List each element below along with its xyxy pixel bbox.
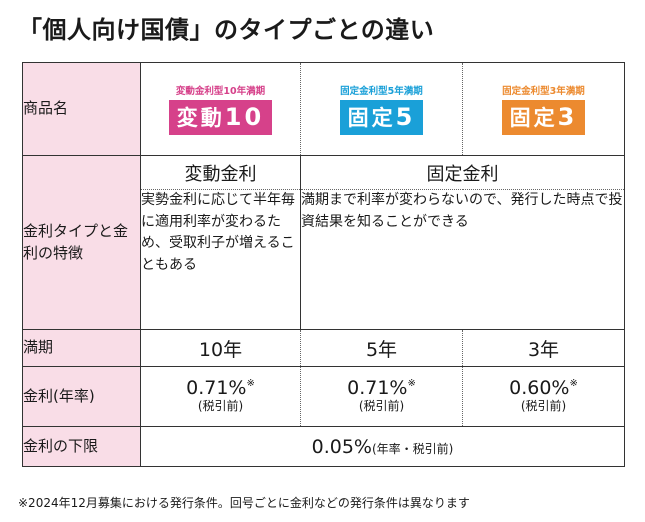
- product-cell-fixed5: 固定金利型5年満期 固定5: [300, 62, 463, 156]
- label-rate-type: 金利タイプと金利の特徴: [22, 155, 141, 330]
- product-logo: 固定5: [339, 100, 424, 135]
- product-number: 10: [224, 103, 265, 131]
- rate-type-header-row: 金利タイプと金利の特徴 変動金利 固定金利: [22, 155, 625, 330]
- product-badge-fixed3: 固定金利型3年満期 固定3: [501, 83, 586, 135]
- label-rate: 金利(年率): [22, 366, 141, 427]
- fixed-description: 満期まで利率が変わらないので、発行した時点で投資結果を知ることができる: [300, 189, 625, 330]
- maturity-value: 5年: [300, 329, 463, 367]
- rate-type-fixed: 固定金利: [300, 155, 625, 190]
- product-number: 3: [557, 103, 578, 131]
- rate-note: (税引前): [197, 399, 244, 414]
- product-badge-floating10: 変動金利型10年満期 変動10: [168, 83, 273, 135]
- comparison-table: 商品名 変動金利型10年満期 変動10 固定金利型5年満期 固定5 固定金利型3…: [22, 62, 625, 467]
- product-badge-fixed5: 固定金利型5年満期 固定5: [339, 83, 424, 135]
- product-number: 5: [395, 103, 416, 131]
- rate-cell: 0.71%※ (税引前): [140, 366, 301, 427]
- product-subtitle: 固定金利型5年満期: [340, 86, 423, 97]
- product-name: 固定: [347, 106, 396, 130]
- product-subtitle: 固定金利型3年満期: [502, 86, 585, 97]
- floor-note: (年率・税引前): [371, 441, 454, 456]
- rate-cell: 0.60%※ (税引前): [462, 366, 625, 427]
- page-title: 「個人向け国債」のタイプごとの違い: [18, 16, 435, 44]
- floor-cell: 0.05%(年率・税引前): [140, 426, 625, 467]
- product-subtitle: 変動金利型10年満期: [175, 86, 266, 97]
- product-row: 商品名 変動金利型10年満期 変動10 固定金利型5年満期 固定5 固定金利型3…: [22, 62, 625, 156]
- rate-type-floating: 変動金利: [140, 155, 301, 190]
- maturity-value: 10年: [140, 329, 301, 367]
- label-product: 商品名: [22, 62, 141, 156]
- maturity-row: 満期 10年 5年 3年: [22, 329, 625, 367]
- rate-footnote-mark: ※: [569, 378, 578, 390]
- rate-value: 0.71%: [186, 377, 247, 400]
- product-cell-floating10: 変動金利型10年満期 変動10: [140, 62, 301, 156]
- rate-footnote-mark: ※: [246, 378, 255, 390]
- floor-value: 0.05%: [311, 435, 372, 458]
- rate-value: 0.71%: [347, 377, 408, 400]
- maturity-value: 3年: [462, 329, 625, 367]
- rate-value: 0.60%: [509, 377, 570, 400]
- label-maturity: 満期: [22, 329, 141, 367]
- rate-cell: 0.71%※ (税引前): [300, 366, 463, 427]
- product-logo: 変動10: [168, 100, 273, 135]
- label-floor: 金利の下限: [22, 426, 141, 467]
- rate-note: (税引前): [358, 399, 405, 414]
- rate-footnote-mark: ※: [407, 378, 416, 390]
- rate-note: (税引前): [520, 399, 567, 414]
- floor-row: 金利の下限 0.05%(年率・税引前): [22, 426, 625, 467]
- product-logo: 固定3: [501, 100, 586, 135]
- rate-type-desc-row: 実勢金利に応じて半年毎に適用利率が変わるため、受取利子が増えることもある 満期ま…: [23, 189, 625, 330]
- product-name: 変動: [176, 106, 225, 130]
- footnote: ※2024年12月募集における発行条件。回号ごとに金利などの発行条件は異なります: [18, 496, 470, 510]
- product-cell-fixed3: 固定金利型3年満期 固定3: [462, 62, 625, 156]
- floating-description: 実勢金利に応じて半年毎に適用利率が変わるため、受取利子が増えることもある: [140, 189, 301, 330]
- product-name: 固定: [509, 106, 558, 130]
- rate-row: 金利(年率) 0.71%※ (税引前) 0.71%※ (税引前) 0.60%※ …: [22, 366, 625, 427]
